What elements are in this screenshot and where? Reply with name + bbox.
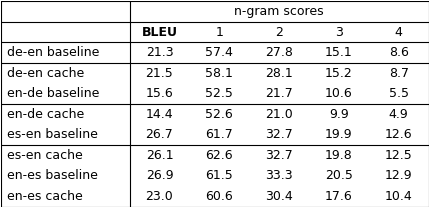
Text: 3: 3 [335,26,343,39]
Text: 1: 1 [215,26,223,39]
Text: BLEU: BLEU [141,26,178,39]
Text: es-en baseline: es-en baseline [6,128,97,141]
Text: 28.1: 28.1 [265,67,293,80]
Text: 4.9: 4.9 [389,108,408,121]
Text: 10.4: 10.4 [385,190,412,203]
Text: 23.0: 23.0 [146,190,173,203]
Text: 26.7: 26.7 [146,128,173,141]
Text: es-en cache: es-en cache [6,149,82,162]
Text: 58.1: 58.1 [206,67,233,80]
Text: 15.2: 15.2 [325,67,353,80]
Text: 30.4: 30.4 [265,190,293,203]
Text: en-es cache: en-es cache [6,190,82,203]
Text: de-en cache: de-en cache [6,67,84,80]
Text: 19.9: 19.9 [325,128,353,141]
Text: 26.1: 26.1 [146,149,173,162]
Text: 60.6: 60.6 [206,190,233,203]
Text: en-de cache: en-de cache [6,108,84,121]
Text: 21.5: 21.5 [146,67,173,80]
Text: 20.5: 20.5 [325,169,353,182]
Text: 27.8: 27.8 [265,46,293,59]
Text: 32.7: 32.7 [265,149,293,162]
Text: 4: 4 [395,26,402,39]
Text: 21.7: 21.7 [265,87,293,100]
Text: 8.7: 8.7 [389,67,408,80]
Text: 17.6: 17.6 [325,190,353,203]
Text: 19.8: 19.8 [325,149,353,162]
Text: 61.5: 61.5 [206,169,233,182]
Text: 5.5: 5.5 [389,87,408,100]
Text: 52.5: 52.5 [206,87,233,100]
Text: 15.6: 15.6 [146,87,173,100]
Text: 14.4: 14.4 [146,108,173,121]
Text: 8.6: 8.6 [389,46,408,59]
Text: 61.7: 61.7 [206,128,233,141]
Text: 26.9: 26.9 [146,169,173,182]
Text: 57.4: 57.4 [206,46,233,59]
Text: 10.6: 10.6 [325,87,353,100]
Text: 12.6: 12.6 [385,128,412,141]
Text: 9.9: 9.9 [329,108,349,121]
Text: de-en baseline: de-en baseline [6,46,99,59]
Text: 33.3: 33.3 [265,169,293,182]
Text: 21.0: 21.0 [265,108,293,121]
Text: 12.5: 12.5 [385,149,412,162]
Text: 52.6: 52.6 [206,108,233,121]
Text: 15.1: 15.1 [325,46,353,59]
Text: 2: 2 [275,26,283,39]
Text: 32.7: 32.7 [265,128,293,141]
Text: 21.3: 21.3 [146,46,173,59]
Text: en-de baseline: en-de baseline [6,87,99,100]
Text: 12.9: 12.9 [385,169,412,182]
Text: n-gram scores: n-gram scores [234,5,324,18]
Text: en-es baseline: en-es baseline [6,169,97,182]
Text: 62.6: 62.6 [206,149,233,162]
